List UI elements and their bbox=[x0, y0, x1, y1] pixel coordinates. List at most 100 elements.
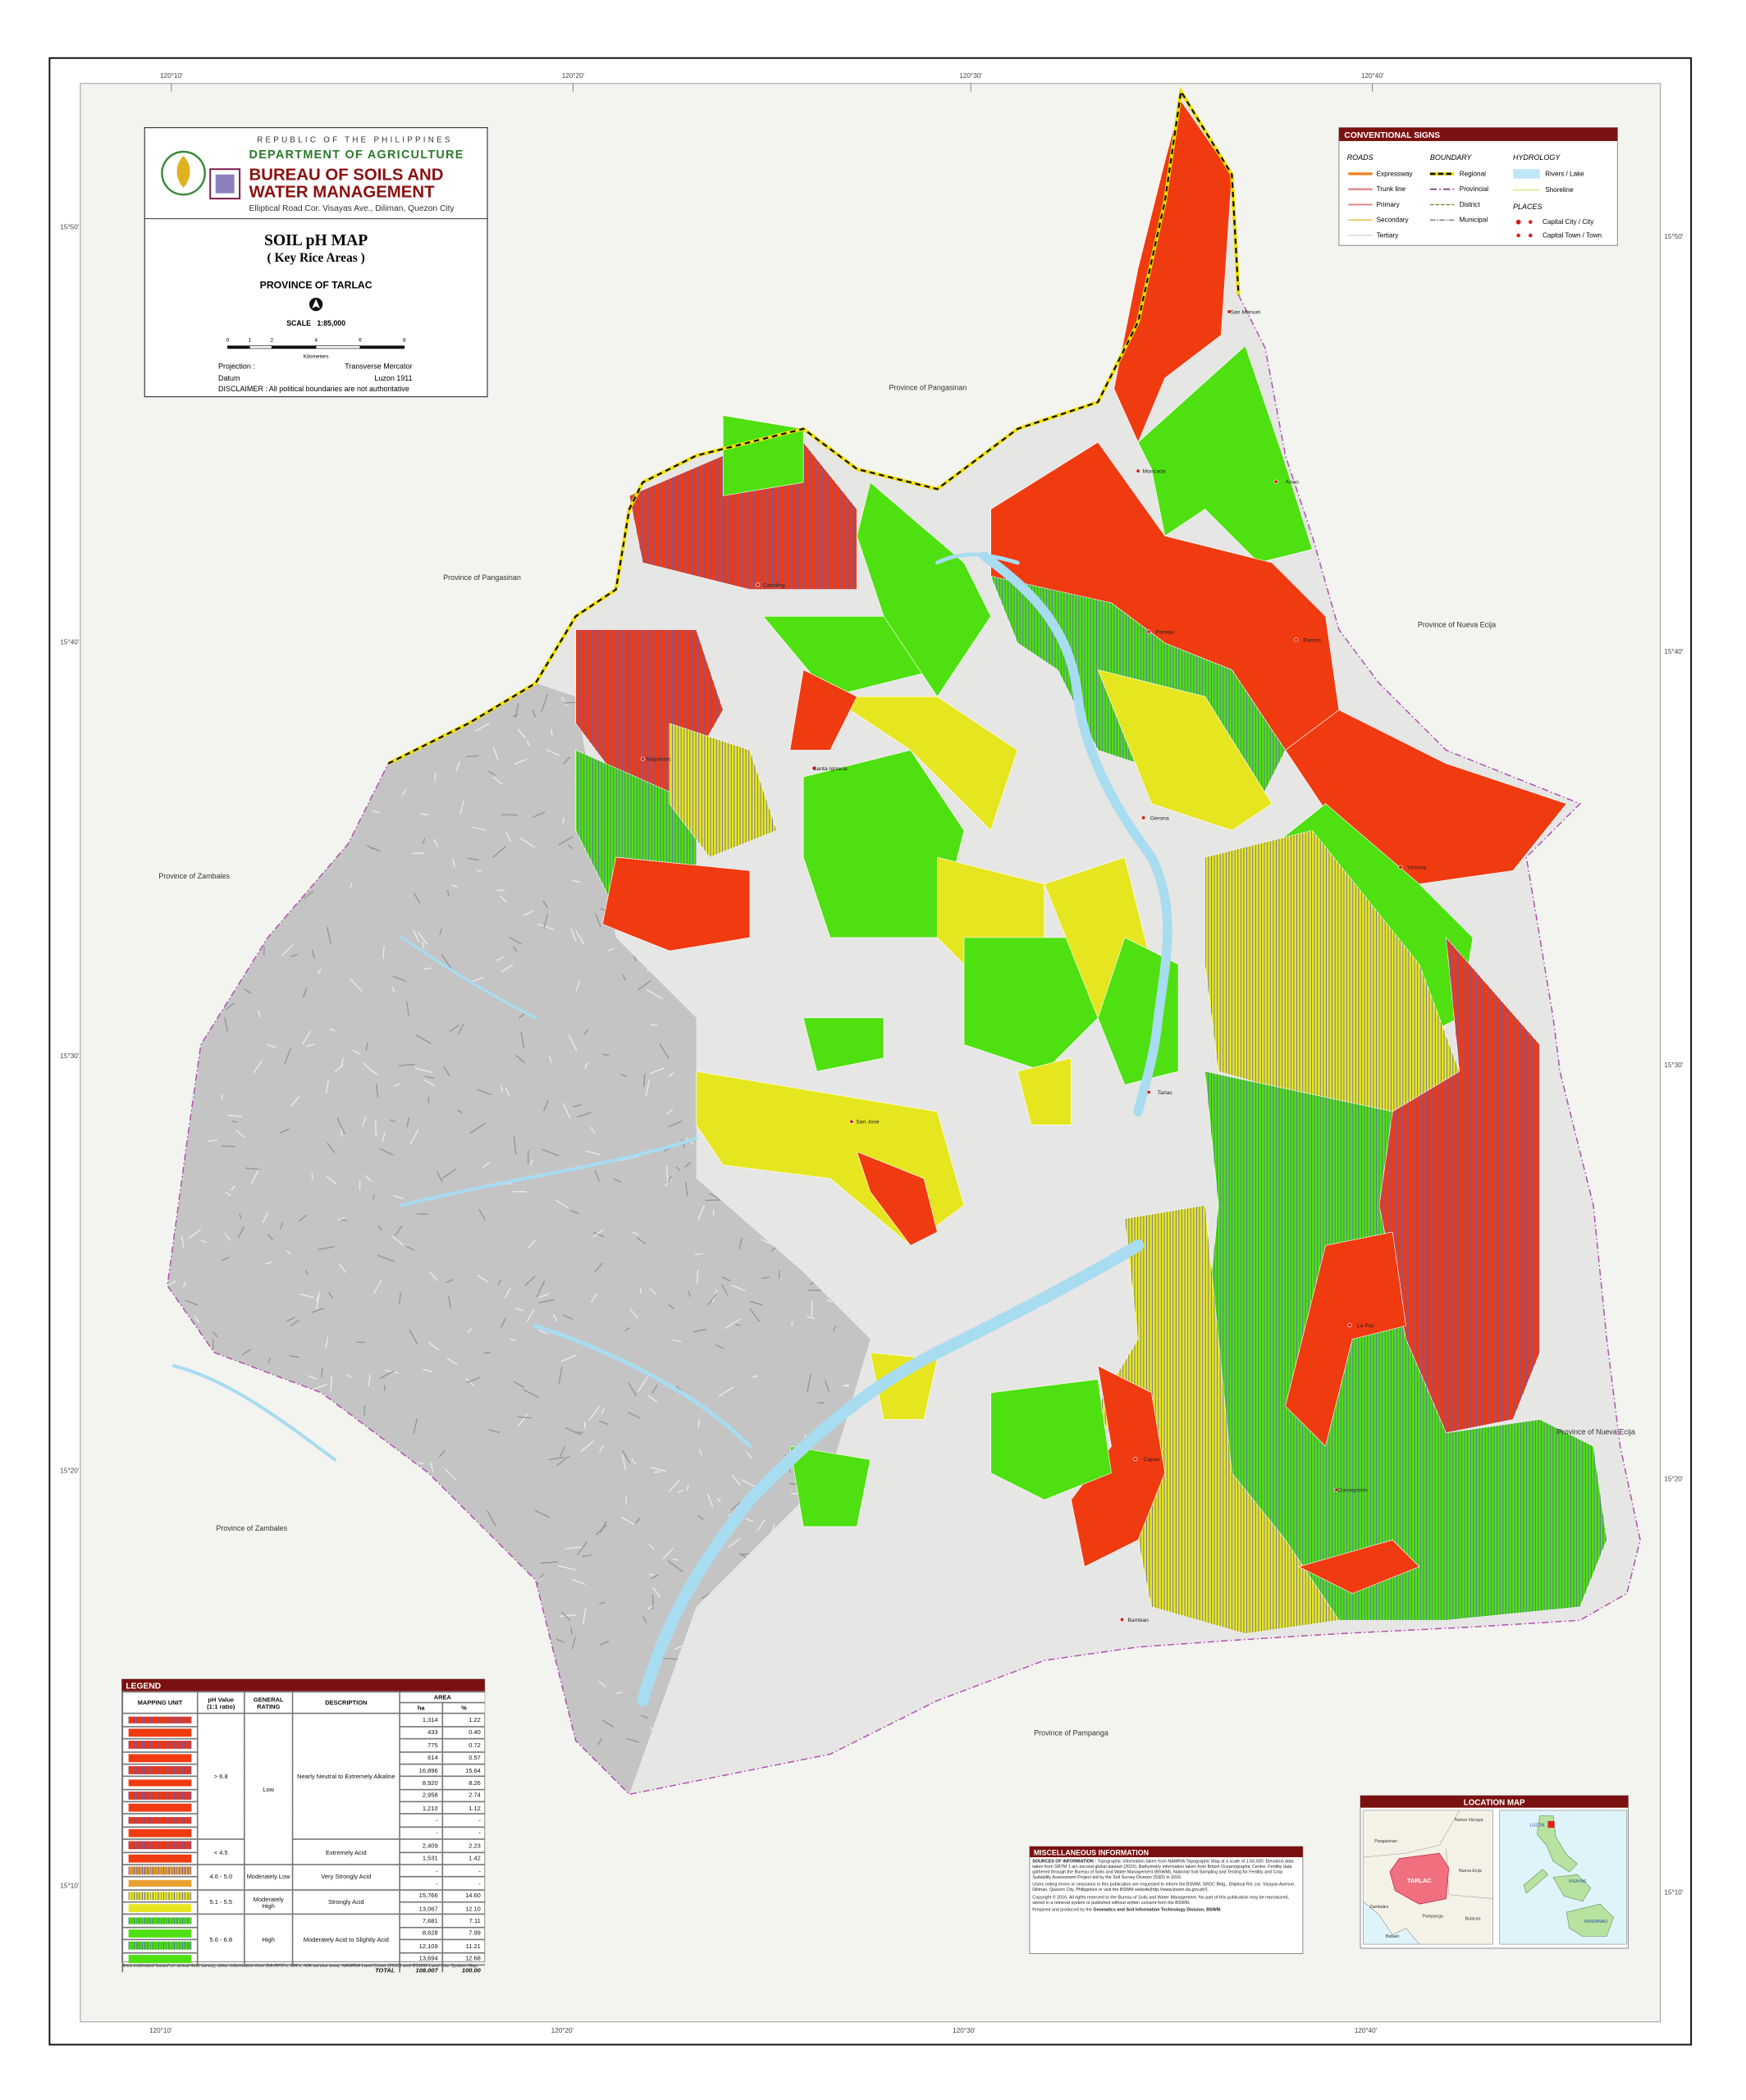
legend-area-percent: 7.11 bbox=[441, 1914, 485, 1929]
hill-ridge bbox=[672, 1339, 682, 1343]
longitude-label: 120°30' bbox=[953, 2027, 976, 2034]
legend-area-percent: 11.21 bbox=[441, 1938, 485, 1953]
legend-area-percent: 12.68 bbox=[441, 1952, 485, 1966]
hill-ridge bbox=[375, 1084, 379, 1098]
hill-ridge bbox=[244, 988, 252, 994]
soil-unit bbox=[1017, 1057, 1072, 1125]
hill-ridge bbox=[719, 1386, 734, 1397]
hill-ridge bbox=[513, 1136, 517, 1155]
legend-area-ha: 433 bbox=[399, 1725, 444, 1740]
legend-swatch-cell bbox=[121, 1901, 199, 1915]
location-label: MINDANAO bbox=[1584, 1920, 1607, 1924]
hill-ridge bbox=[446, 889, 450, 897]
hill-ridge bbox=[513, 1381, 525, 1388]
hill-ridge bbox=[568, 1034, 578, 1052]
location-title-bar bbox=[1360, 1795, 1629, 1808]
legend-header: MAPPING UNIT bbox=[121, 1691, 199, 1715]
legend-header: ha bbox=[399, 1702, 444, 1715]
legend-swatch-cell bbox=[121, 1737, 199, 1752]
hill-ridge bbox=[668, 1303, 674, 1309]
hill-ridge bbox=[299, 1293, 314, 1299]
hill-ridge bbox=[500, 1085, 504, 1093]
hill-ridge bbox=[379, 1148, 394, 1156]
town-marker bbox=[1146, 1089, 1151, 1095]
hill-ridge bbox=[582, 1554, 592, 1558]
hill-ridge bbox=[590, 1293, 598, 1303]
legend-area-percent: 1.42 bbox=[441, 1851, 485, 1865]
hill-ridge bbox=[512, 946, 518, 952]
legend-swatch bbox=[128, 1916, 192, 1925]
hill-ridge bbox=[593, 1231, 605, 1238]
hill-ridge bbox=[826, 1299, 833, 1303]
hill-ridge bbox=[790, 1321, 793, 1327]
boundary-item: Municipal bbox=[1460, 217, 1488, 224]
legend-area-ha: 1,314 bbox=[399, 1713, 444, 1728]
legend-area-ha: 16,896 bbox=[399, 1763, 444, 1778]
town-label: Paniqui bbox=[1155, 629, 1174, 635]
legend-row: > 6.8 Low Nearly Neutral to Extremely Alka… bbox=[121, 1713, 485, 1865]
hill-ridge bbox=[318, 1245, 335, 1251]
legend-swatch bbox=[128, 1766, 192, 1774]
misc-errors: Users noting errors or omissions in this… bbox=[1032, 1882, 1296, 1893]
hill-ridge bbox=[482, 1162, 491, 1169]
legend-swatch-cell bbox=[121, 1763, 199, 1778]
hill-ridge bbox=[374, 1120, 377, 1137]
hill-ridge bbox=[377, 1254, 395, 1262]
hill-ridge bbox=[558, 835, 574, 846]
hill-ridge bbox=[224, 1232, 231, 1241]
hill-ridge bbox=[601, 1408, 605, 1415]
hill-ridge bbox=[514, 758, 528, 765]
hill-ridge bbox=[738, 1238, 743, 1250]
hill-ridge bbox=[226, 1114, 243, 1118]
legend-row: 5.6 - 6.8 High Moderately Acid to Slightly… bbox=[121, 1914, 485, 1966]
hill-ridge bbox=[225, 1192, 232, 1197]
legend-header-text: pH Value bbox=[208, 1696, 235, 1703]
hill-ridge bbox=[399, 1063, 415, 1066]
legend-swatch bbox=[128, 1854, 192, 1862]
hill-ridge bbox=[526, 1308, 535, 1322]
legend-area-ha: - bbox=[399, 1863, 444, 1878]
hill-ridge bbox=[716, 1497, 721, 1503]
signs-title: CONVENTIONAL SIGNS bbox=[1344, 131, 1440, 140]
hill-ridge bbox=[225, 1002, 235, 1011]
legend-area-ha: 614 bbox=[399, 1751, 444, 1765]
legend-header-text: (1:1 ratio) bbox=[207, 1702, 235, 1710]
legend-row: 8,920 8.26 bbox=[121, 1775, 485, 1790]
hill-ridge bbox=[647, 1605, 653, 1610]
legend-swatch-cell bbox=[121, 1788, 199, 1803]
hill-ridge bbox=[377, 1225, 383, 1231]
town-marker bbox=[1136, 468, 1140, 473]
hill-ridge bbox=[317, 968, 322, 975]
province-label: Province of Pangasinan bbox=[443, 573, 521, 582]
hill-ridge bbox=[308, 1375, 318, 1380]
hill-ridge bbox=[182, 1281, 186, 1288]
hill-ridge bbox=[496, 956, 505, 961]
hill-ridge bbox=[672, 1559, 679, 1561]
map-title: SOIL pH MAP bbox=[264, 232, 368, 249]
regional-boundary-dash bbox=[387, 89, 1240, 765]
legend-header: GENERAL RATING bbox=[244, 1691, 294, 1715]
header-republic: REPUBLIC OF THE PHILIPPINES bbox=[257, 136, 453, 145]
legend-swatch bbox=[128, 1778, 192, 1787]
hill-ridge bbox=[280, 1222, 283, 1230]
hill-ridge bbox=[488, 1428, 500, 1434]
location-label: Pangasinan bbox=[1374, 1839, 1397, 1844]
river bbox=[172, 1364, 337, 1462]
misc-prepared: Prepared and produced by the Geomatics a… bbox=[1032, 1907, 1300, 1913]
town-marker bbox=[1273, 479, 1278, 484]
legend-rating: Moderately Low bbox=[244, 1864, 294, 1891]
hill-ridge bbox=[622, 974, 627, 981]
hill-ridge bbox=[564, 1427, 582, 1436]
hill-ridge bbox=[451, 883, 458, 888]
hill-ridge bbox=[303, 890, 314, 900]
hill-ridge bbox=[267, 1358, 271, 1364]
legend-total-row: TOTAL 108,007 100.00 bbox=[121, 1964, 485, 1973]
hill-ridge bbox=[221, 1094, 224, 1101]
legend-swatch-cell bbox=[121, 1801, 199, 1815]
location-label: TARLAC bbox=[1407, 1877, 1432, 1884]
hill-ridge bbox=[341, 1057, 345, 1066]
hill-ridge bbox=[476, 869, 482, 874]
hill-ridge bbox=[492, 747, 499, 760]
